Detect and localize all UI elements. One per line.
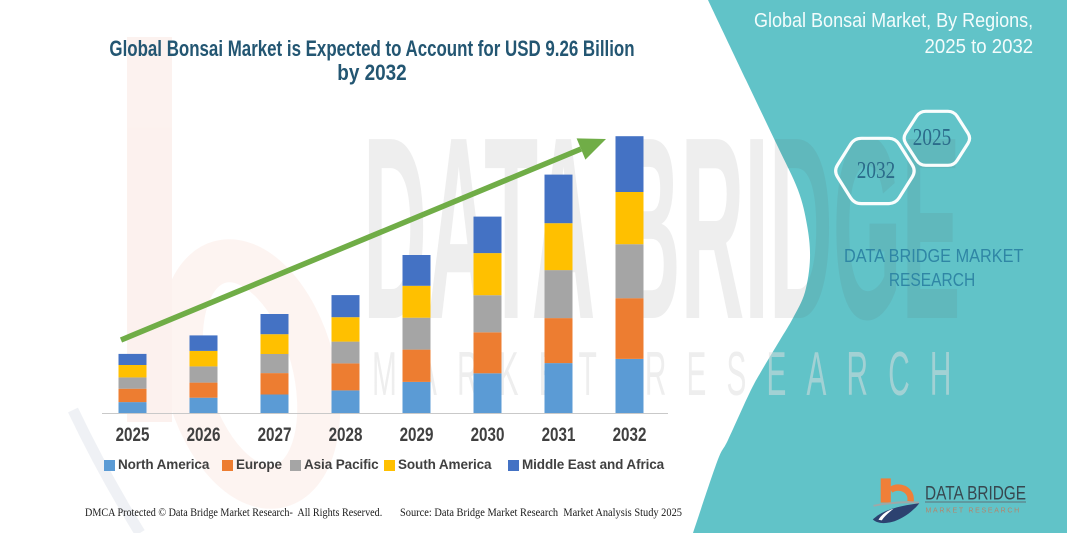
svg-text:DATA BRIDGE: DATA BRIDGE	[925, 483, 1026, 504]
svg-text:MARKET RESEARCH: MARKET RESEARCH	[926, 507, 1021, 514]
